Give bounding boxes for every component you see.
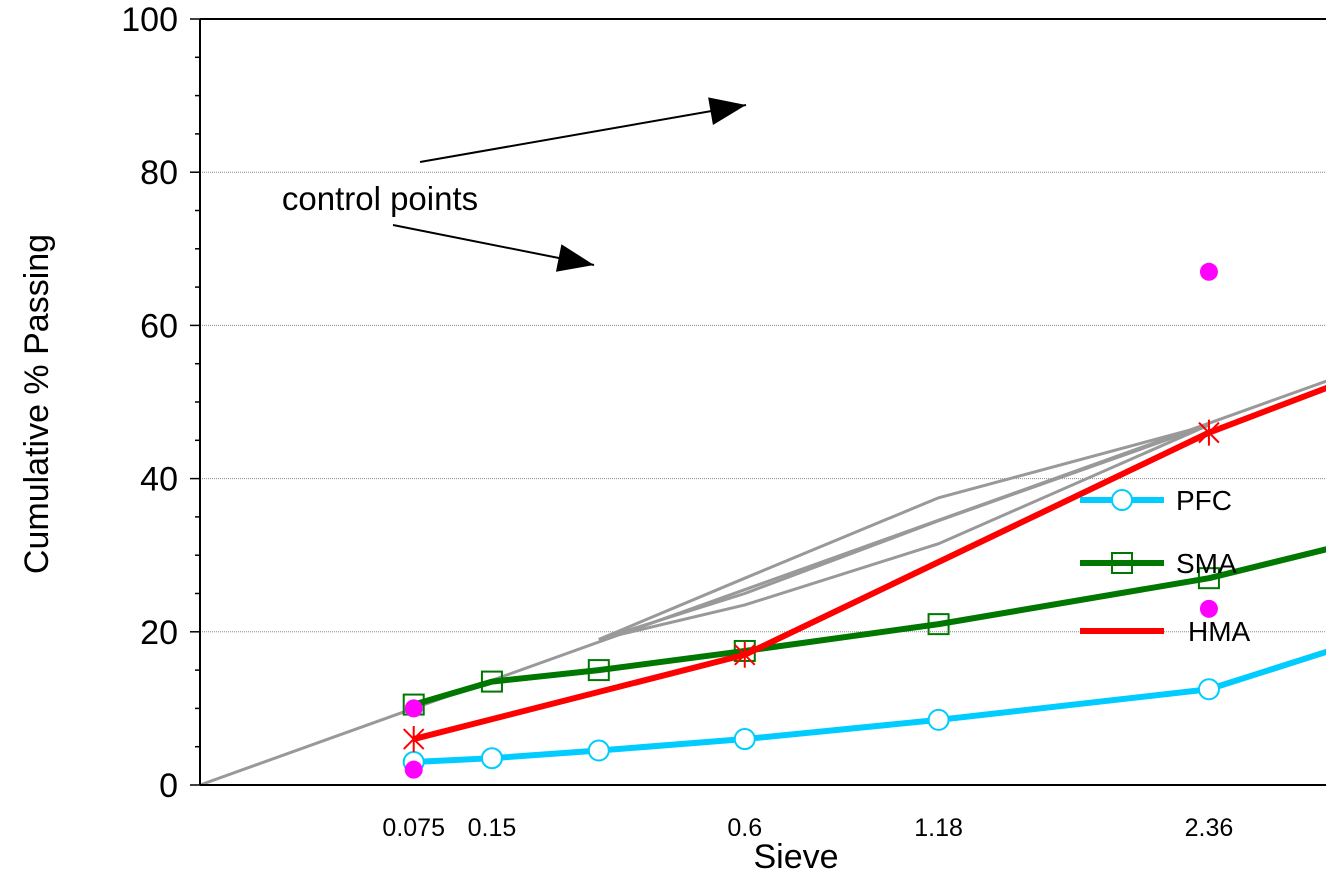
legend-label-pfc: PFC (1176, 485, 1232, 516)
series-pfc (402, 648, 1326, 774)
series-line-pfc (413, 648, 1326, 766)
control-point (1199, 599, 1218, 618)
legend: PFC SMA HMA (1080, 485, 1251, 647)
control-point (404, 760, 423, 779)
y-tick-label: 80 (140, 154, 178, 192)
series-sma (402, 546, 1326, 716)
x-tick-label: 0.075 (382, 814, 445, 842)
legend-item-sma: SMA (1080, 548, 1237, 579)
data-point-sma (480, 670, 503, 693)
x-tick-label: 1.18 (914, 814, 963, 842)
y-tick-label: 100 (121, 1, 178, 39)
data-point-pfc (1197, 678, 1220, 701)
data-point-pfc (927, 708, 950, 731)
legend-item-pfc: PFC (1080, 485, 1232, 516)
annotation-arrowhead (708, 97, 746, 125)
data-point-sma (1197, 567, 1220, 590)
reference-line (598, 423, 1210, 641)
legend-marker-pfc (1111, 489, 1133, 511)
x-tick-label: 0.6 (727, 814, 762, 842)
annotation-arrow-line (419, 104, 747, 163)
series-line-sma (412, 546, 1326, 708)
annotation-text: control points (282, 180, 478, 217)
data-point-hma (1198, 419, 1220, 446)
data-point-pfc (733, 728, 756, 751)
data-series (402, 384, 1326, 774)
reference-line (199, 379, 1326, 787)
y-tick-label: 0 (159, 767, 178, 805)
data-point-sma (587, 659, 610, 682)
legend-marker-sma (1111, 552, 1133, 574)
data-point-hma (734, 641, 756, 668)
data-point-pfc (587, 739, 610, 762)
y-tick-label: 60 (140, 307, 178, 345)
y-tick-label: 40 (140, 461, 178, 499)
legend-item-hma: HMA (1080, 616, 1251, 647)
data-point-hma (403, 726, 425, 753)
x-axis-label: Sieve (753, 838, 838, 876)
data-point-sma (927, 613, 950, 636)
control-points (404, 262, 1218, 779)
x-tick-label: 2.36 (1185, 814, 1234, 842)
data-point-pfc (480, 747, 503, 770)
y-tick-label: 20 (140, 614, 178, 652)
series-line-hma (412, 384, 1326, 742)
axes: 0204060801000.0750.150.61.182.364.759.51… (121, 1, 1326, 842)
series-hma (403, 384, 1326, 753)
annotation: control points (282, 97, 747, 272)
reference-line (598, 423, 1210, 641)
reference-lines (199, 379, 1326, 787)
control-point (404, 699, 423, 718)
annotation-arrowhead (555, 244, 594, 272)
control-point (1199, 262, 1218, 281)
x-tick-label: 0.15 (468, 814, 517, 842)
y-axis-label: Cumulative % Passing (18, 234, 56, 574)
legend-label-hma: HMA (1188, 616, 1251, 647)
legend-label-sma: SMA (1176, 548, 1237, 579)
reference-line (598, 423, 1210, 641)
